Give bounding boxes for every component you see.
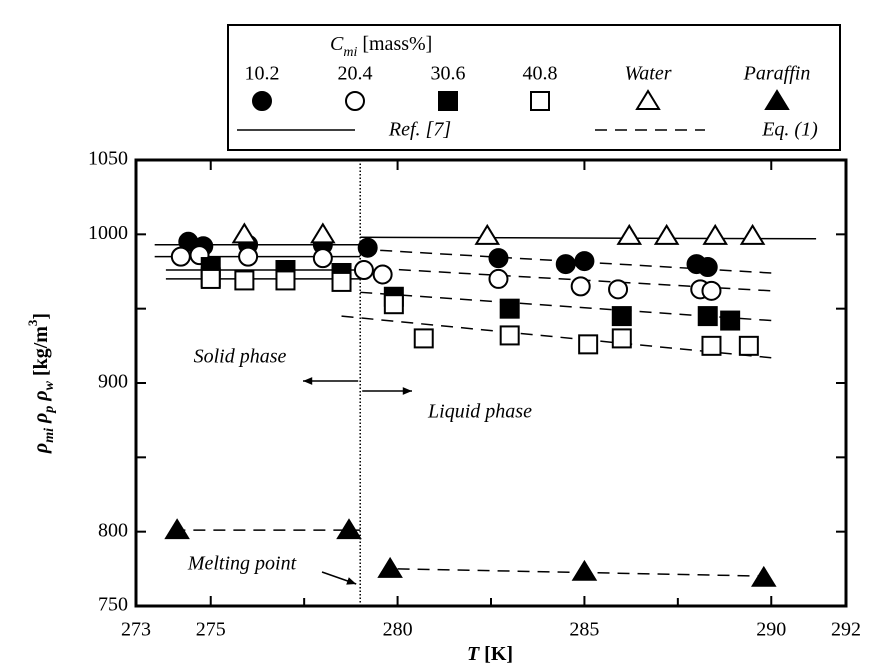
y-axis-label-part: ] [30, 313, 52, 320]
data-point [578, 334, 599, 355]
data-point [555, 254, 576, 275]
data-point [275, 270, 296, 291]
y-axis-label-part: ρ [30, 443, 52, 454]
data-point [474, 223, 501, 245]
data-point [353, 260, 374, 281]
legend-label: Paraffin [743, 63, 811, 85]
data-point [357, 237, 378, 258]
legend-marker [345, 91, 365, 111]
data-point [238, 246, 259, 267]
data-point [383, 294, 404, 315]
annotation: Melting point [187, 553, 297, 575]
data-point [231, 222, 258, 244]
data-point [312, 248, 333, 269]
fit-line [341, 315, 772, 359]
legend-marker [252, 91, 272, 111]
x-axis-label-part: T [467, 643, 480, 665]
legend-label: 20.4 [338, 63, 373, 85]
data-point [377, 556, 403, 578]
y-axis-label: ρmi ρp ρw [kg/m3] [25, 313, 56, 454]
x-axis-label: T [K] [467, 643, 513, 665]
data-point [574, 251, 595, 272]
legend-label: Ref. [7] [388, 119, 451, 141]
data-point [739, 223, 766, 245]
y-axis-label-part: mi [42, 428, 57, 443]
arrow-head [346, 577, 357, 585]
legend-label: 40.8 [523, 63, 558, 85]
data-point [170, 246, 191, 267]
data-point [701, 335, 722, 356]
data-point [499, 298, 520, 319]
data-point [616, 223, 643, 245]
x-tick-label: 285 [569, 619, 599, 641]
legend-title-part: C [330, 33, 344, 55]
annotation: Solid phase [194, 346, 287, 368]
y-axis-label-part: w [42, 380, 57, 390]
x-tick-label: 292 [831, 619, 861, 641]
legend-label: 30.6 [431, 63, 466, 85]
data-point [697, 257, 718, 278]
data-point [701, 280, 722, 301]
y-tick-label: 1000 [88, 222, 128, 244]
legend-marker [764, 89, 790, 110]
data-point [413, 328, 434, 349]
data-point [611, 328, 632, 349]
y-tick-label: 800 [98, 519, 128, 541]
fit-line [360, 236, 817, 240]
data-point [310, 222, 336, 244]
y-axis-label-part: 3 [25, 319, 40, 326]
data-point [499, 325, 520, 346]
y-axis-label-part: p [42, 406, 57, 414]
annotation: Liquid phase [427, 401, 532, 423]
data-point [164, 518, 190, 540]
data-point [372, 264, 393, 285]
arrow-head [303, 377, 313, 385]
x-tick-label: 290 [756, 619, 786, 641]
x-tick-label: 275 [196, 619, 226, 641]
y-axis-label-part: ρ [30, 413, 52, 428]
legend-marker [530, 91, 550, 111]
y-tick-label: 1050 [88, 148, 128, 170]
y-axis-label-part: [kg/m [30, 326, 52, 381]
x-tick-label: 280 [383, 619, 413, 641]
data-point [234, 270, 255, 291]
y-tick-label: 900 [98, 371, 128, 393]
data-point [571, 559, 598, 581]
legend-title-part: [mass%] [357, 33, 432, 55]
data-point [331, 271, 352, 292]
legend-marker [635, 89, 661, 110]
data-point [611, 306, 632, 327]
data-point [702, 223, 728, 245]
data-point [697, 306, 718, 327]
legend-label: 10.2 [245, 63, 280, 85]
legend-box [227, 24, 841, 151]
data-point [570, 276, 591, 297]
data-point [336, 518, 362, 540]
y-tick-label: 750 [98, 594, 128, 616]
x-axis-label-part: [K] [479, 643, 513, 665]
data-point [720, 310, 741, 331]
legend-label: Eq. (1) [761, 119, 818, 141]
legend-label: Water [624, 63, 671, 85]
data-point [200, 268, 221, 289]
y-axis-label-part: ρ [30, 390, 52, 405]
data-point [488, 248, 509, 269]
x-tick-label: 273 [121, 619, 151, 641]
arrow-head [402, 387, 412, 395]
legend-title-part: mi [343, 45, 357, 60]
data-point [608, 279, 629, 300]
data-point [653, 223, 680, 245]
legend-title: Cmi [mass%] [330, 33, 432, 60]
data-point [738, 335, 759, 356]
data-point [751, 565, 777, 587]
data-point [488, 268, 509, 289]
legend-marker [438, 91, 458, 111]
